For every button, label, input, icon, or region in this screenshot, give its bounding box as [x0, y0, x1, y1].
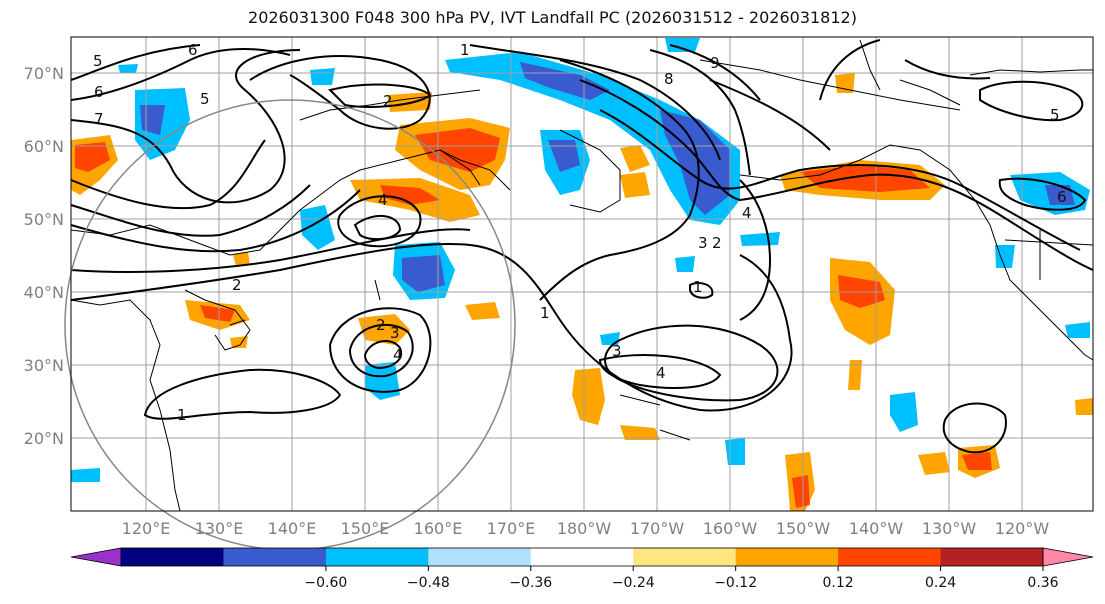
- colorbar-tick-label: −0.24: [612, 575, 655, 591]
- contour-label: 1: [693, 278, 703, 296]
- colorbar-segment: [633, 548, 737, 566]
- lon-label: 130°E: [195, 519, 244, 538]
- colorbar-segment: [223, 548, 327, 566]
- contour-label: 4: [378, 191, 388, 209]
- lat-label: 40°N: [24, 283, 64, 302]
- colorbar-frame: [120, 547, 1044, 567]
- colorbar-tick-label: −0.60: [304, 575, 347, 591]
- colorbar-segment: [428, 548, 532, 566]
- pv-contours: [70, 39, 1094, 454]
- contour-label: 2: [376, 316, 386, 334]
- contour-label: 3: [698, 234, 708, 252]
- plot-frame: [70, 36, 1094, 512]
- contour-label: 4: [742, 204, 752, 222]
- lon-labels: 120°E 130°E 140°E 150°E 160°E 170°E 180°…: [122, 519, 1050, 538]
- lon-label: 140°E: [268, 519, 317, 538]
- lon-label: 120°W: [995, 519, 1050, 538]
- lat-label: 50°N: [24, 210, 64, 229]
- colorbar-extend-min: [70, 547, 122, 567]
- colorbar-tick-label: −0.36: [509, 575, 552, 591]
- colorbar-segment: [838, 548, 942, 566]
- map-title: 2026031300 F048 300 hPa PV, IVT Landfall…: [248, 8, 857, 27]
- colorbar-segment: [530, 548, 634, 566]
- contour-label: 6: [94, 83, 104, 101]
- colorbar-tick-label: 0.12: [823, 575, 854, 591]
- plot-area: [71, 37, 1093, 511]
- lat-label: 30°N: [24, 356, 64, 375]
- lon-label: 180°W: [557, 519, 612, 538]
- contour-label: 6: [188, 41, 198, 59]
- coastlines: [70, 39, 1094, 512]
- contour-label: 3: [612, 342, 622, 360]
- contour-label: 5: [1050, 106, 1060, 124]
- colorbar-segment: [325, 548, 429, 566]
- colorbar-tick-label: −0.48: [407, 575, 450, 591]
- colorbar-tick-label: 0.36: [1027, 575, 1058, 591]
- colorbar-segment: [940, 548, 1044, 566]
- lon-label: 160°E: [414, 519, 463, 538]
- colorbar-tick-label: −0.12: [714, 575, 757, 591]
- contour-label: 2: [712, 234, 722, 252]
- colorbar-segment: [735, 548, 839, 566]
- contour-label: 5: [200, 90, 210, 108]
- contour-label: 3: [390, 324, 400, 342]
- lat-label: 60°N: [24, 137, 64, 156]
- colorbar-extend-max: [1042, 547, 1094, 567]
- contour-label: 1: [460, 41, 470, 59]
- contour-label: 1: [177, 406, 187, 424]
- lon-label: 130°W: [922, 519, 977, 538]
- colorbar-segment: [121, 548, 224, 566]
- contour-label: 4: [656, 364, 666, 382]
- colorbar-tick-label: 0.24: [925, 575, 956, 591]
- contour-label: 6: [1057, 188, 1067, 206]
- contour-labels: 1 1 1 1 2 2 2 2 3 3 3 4 4 4 4 5 5 5 6 6 …: [93, 41, 1067, 424]
- contour-label: 8: [664, 70, 674, 88]
- lon-label: 150°E: [341, 519, 390, 538]
- lon-label: 170°W: [630, 519, 685, 538]
- contour-label: 9: [710, 54, 720, 72]
- colorbar: −0.60−0.48−0.36−0.24−0.120.120.240.360.4…: [70, 547, 1094, 591]
- contour-label: 5: [93, 52, 103, 70]
- contour-label: 2: [232, 276, 242, 294]
- lon-label: 150°W: [776, 519, 831, 538]
- contour-label: 2: [383, 92, 393, 110]
- contour-label: 7: [94, 110, 104, 128]
- lon-label: 170°E: [487, 519, 536, 538]
- lat-labels: 70°N 60°N 50°N 40°N 30°N 20°N: [24, 64, 64, 448]
- graticule: [71, 37, 1093, 511]
- lat-label: 70°N: [24, 64, 64, 83]
- contour-label: 1: [540, 304, 550, 322]
- contour-label: 4: [393, 346, 403, 364]
- lon-label: 140°W: [849, 519, 904, 538]
- lat-label: 20°N: [24, 429, 64, 448]
- lon-label: 120°E: [122, 519, 171, 538]
- lon-label: 160°W: [703, 519, 758, 538]
